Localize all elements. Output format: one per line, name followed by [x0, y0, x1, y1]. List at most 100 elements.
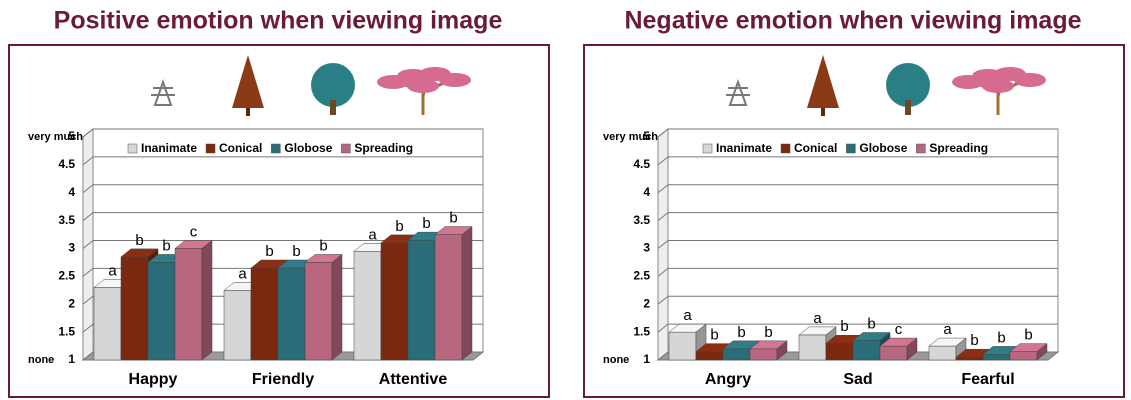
significance-label: b — [1024, 327, 1032, 344]
x-tick-label: Angry — [705, 371, 751, 388]
y-tick-label: 2 — [68, 296, 75, 310]
bar — [826, 343, 853, 360]
significance-label: b — [867, 315, 875, 332]
bar — [251, 268, 278, 360]
bar — [853, 340, 880, 360]
y-tick-label: 3.5 — [58, 213, 75, 227]
bar — [278, 268, 305, 360]
bar — [381, 243, 408, 360]
icon-conical — [807, 55, 839, 108]
y-tick-label: 2 — [643, 296, 650, 310]
y-tick-label: 2.5 — [633, 269, 650, 283]
significance-label: b — [970, 332, 978, 349]
significance-label: a — [683, 307, 692, 324]
chart: Negative emotion when viewing image 1 1.5 2… — [584, 7, 1124, 397]
icon-foliage — [982, 79, 1014, 93]
legend-swatch — [271, 144, 280, 153]
legend-label: Inanimate — [716, 141, 772, 155]
bar — [956, 357, 983, 360]
bar — [723, 349, 750, 360]
bar — [750, 349, 777, 360]
legend-swatch — [128, 144, 137, 153]
legend-swatch — [846, 144, 855, 153]
significance-label: a — [943, 321, 952, 338]
bar — [696, 352, 723, 360]
bar — [305, 262, 332, 360]
significance-label: b — [395, 218, 403, 235]
x-tick-label: Fearful — [961, 371, 1014, 388]
legend-label: Conical — [219, 141, 262, 155]
legend-label: Spreading — [929, 141, 988, 155]
icon-trunk — [330, 100, 336, 115]
significance-label: b — [710, 327, 718, 344]
x-tick-label: Happy — [129, 371, 178, 388]
chart: Positive emotion when viewing image11.52… — [9, 7, 549, 397]
significance-label: c — [895, 321, 903, 338]
icon-tower — [151, 82, 175, 105]
bar — [224, 290, 251, 360]
icon-trunk — [246, 108, 250, 116]
y-label-top: very much — [603, 131, 658, 143]
significance-label: c — [190, 223, 198, 240]
y-tick-label: 3 — [643, 241, 650, 255]
y-tick-label: 4 — [643, 185, 650, 199]
bar-side — [462, 227, 472, 360]
bar — [983, 354, 1010, 360]
x-tick-label: Friendly — [252, 371, 314, 388]
bar — [408, 240, 435, 360]
icon-conical — [232, 55, 264, 108]
y-tick-label: 1.5 — [633, 324, 650, 338]
icon-trunk — [905, 100, 911, 115]
legend-label: Conical — [794, 141, 837, 155]
y-tick-label: 2.5 — [58, 269, 75, 283]
y-tick-label: 3.5 — [633, 213, 650, 227]
significance-label: a — [813, 310, 822, 327]
y-label-bottom: none — [603, 354, 629, 366]
y-tick-label: 1 — [643, 352, 650, 366]
bar — [1010, 352, 1037, 360]
legend-swatch — [781, 144, 790, 153]
significance-label: b — [135, 232, 143, 249]
x-tick-label: Attentive — [379, 371, 448, 388]
y-tick-label: 1.5 — [58, 324, 75, 338]
legend-label: Inanimate — [141, 141, 197, 155]
significance-label: a — [238, 265, 247, 282]
y-tick-label: 1 — [68, 352, 75, 366]
bar — [880, 346, 907, 360]
significance-label: b — [840, 318, 848, 335]
legend-swatch — [916, 144, 925, 153]
bar-side — [332, 254, 342, 360]
legend-swatch — [703, 144, 712, 153]
bar — [354, 251, 381, 360]
y-tick-label: 4.5 — [58, 157, 75, 171]
significance-label: b — [292, 243, 300, 260]
significance-label: b — [422, 215, 430, 232]
legend-label: Spreading — [354, 141, 413, 155]
significance-label: b — [449, 210, 457, 227]
significance-label: b — [162, 237, 170, 254]
legend-swatch — [206, 144, 215, 153]
significance-label: b — [737, 324, 745, 341]
bar-side — [202, 241, 212, 361]
y-tick-label: 4.5 — [633, 157, 650, 171]
significance-label: a — [108, 262, 117, 279]
y-label-top: very much — [28, 131, 83, 143]
icon-foliage — [1014, 73, 1046, 87]
icon-foliage — [407, 79, 439, 93]
bar — [148, 262, 175, 360]
significance-label: b — [265, 243, 273, 260]
chart-title: Negative emotion when viewing image — [624, 7, 1081, 35]
icon-trunk — [821, 108, 825, 116]
bar — [929, 346, 956, 360]
y-tick-label: 4 — [68, 185, 75, 199]
figure: Positive emotion when viewing image11.52… — [0, 0, 1131, 400]
bar — [121, 257, 148, 360]
significance-label: a — [368, 226, 377, 243]
legend-label: Globose — [859, 141, 907, 155]
y-label-bottom: none — [28, 354, 54, 366]
legend-swatch — [341, 144, 350, 153]
significance-label: b — [997, 329, 1005, 346]
bar — [799, 335, 826, 360]
significance-label: b — [319, 237, 327, 254]
y-tick-label: 3 — [68, 241, 75, 255]
